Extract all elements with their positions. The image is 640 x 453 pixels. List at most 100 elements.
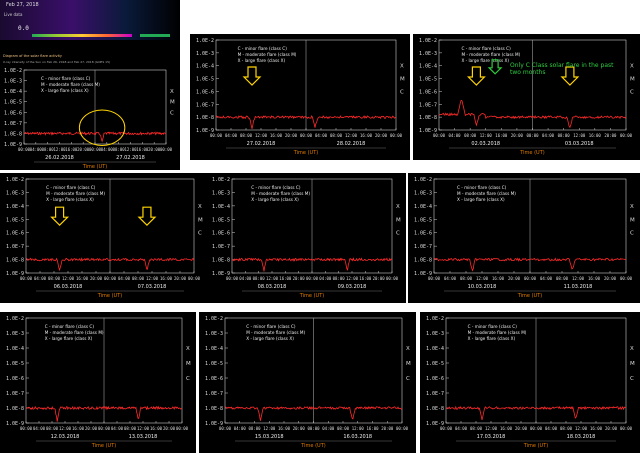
- x-tick-label: 16:00: [495, 133, 508, 138]
- header-date: Feb 27, 2018: [6, 2, 39, 8]
- x-tick-label: 12:00: [255, 133, 268, 138]
- class-letter: M: [396, 217, 401, 223]
- class-letter: X: [630, 204, 634, 210]
- y-tick-label: 1.0E-4: [6, 346, 24, 352]
- x-tick-label: 04:00: [542, 133, 555, 138]
- x-tick-label: 08:00: [470, 426, 483, 431]
- date-label: 10.03.2018: [468, 284, 497, 290]
- x-tick-label: 00:00: [433, 133, 446, 138]
- date-label: 08.03.2018: [258, 284, 287, 290]
- y-tick-label: 1.0E-7: [205, 391, 223, 397]
- x-tick-label: 04:00: [225, 133, 238, 138]
- x-tick-label: 04:00: [111, 426, 124, 431]
- class-letter: M: [170, 100, 175, 106]
- x-tick-label: 04:00: [234, 426, 247, 431]
- x-tick-label: 04:00: [449, 133, 462, 138]
- legend-entry: X - large flare (class X): [251, 197, 299, 202]
- y-tick-label: 1.0E-8: [6, 406, 24, 412]
- legend-entry: C - minor flare (class C): [461, 46, 511, 51]
- x-tick-label: 00:00: [226, 276, 239, 281]
- y-tick-label: 1.0E-3: [4, 79, 22, 85]
- class-letter: X: [170, 89, 174, 95]
- x-tick-label: 08:00: [333, 276, 346, 281]
- xray-trace: [23, 131, 167, 143]
- y-tick-label: 1.0E-8: [205, 406, 223, 412]
- x-tick-label: 00:00: [530, 426, 543, 431]
- x-tick-label: 04:00: [545, 426, 558, 431]
- y-tick-label: 1.0E-6: [196, 89, 214, 95]
- y-tick-label: 1.0E-5: [419, 77, 437, 83]
- x-tick-label: 00:00: [390, 133, 403, 138]
- y-tick-label: 1.0E-4: [419, 64, 437, 70]
- x-tick-label: 12:00: [352, 426, 365, 431]
- x-tick-label: 20:00: [604, 133, 617, 138]
- legend-entry: X - large flare (class X): [238, 58, 286, 63]
- class-letter: M: [400, 77, 405, 83]
- y-tick-label: 1.0E-2: [212, 177, 230, 183]
- x-tick-label: 20:00: [85, 426, 98, 431]
- class-letter: C: [630, 376, 634, 382]
- legend-entry: C - minor flare (class C): [457, 185, 507, 190]
- class-letter: X: [630, 346, 634, 352]
- flare-chart-6: 1.0E-2 1.0E-3 1.0E-4 1.0E-5 1.0E-6 1.0E-7 1.0E…: [6, 316, 191, 449]
- x-tick-label: 08:00: [560, 426, 573, 431]
- header-panel: Feb 27, 2018 Live data 0.0 Diagram of th…: [0, 0, 180, 170]
- legend-entry: M - moderate flare (class M): [238, 52, 297, 57]
- x-tick-label: 20:00: [148, 147, 161, 152]
- class-letter: C: [198, 231, 202, 237]
- x-tick-label: 04:00: [118, 276, 131, 281]
- highlight-circle: [78, 109, 126, 146]
- x-tick-label: 00:00: [18, 147, 31, 152]
- y-tick-label: 1.0E-5: [212, 217, 230, 223]
- y-tick-label: 1.0E-2: [6, 177, 24, 183]
- y-tick-label: 1.0E-7: [6, 391, 24, 397]
- chart-panel-1: 1.0E-2 1.0E-3 1.0E-4 1.0E-5 1.0E-6 1.0E-7 1.0E…: [190, 34, 410, 160]
- x-tick-label: 12:00: [480, 133, 493, 138]
- y-tick-label: 1.0E-9: [6, 421, 24, 427]
- y-tick-label: 1.0E-3: [6, 190, 24, 196]
- x-tick-label: 08:00: [330, 133, 343, 138]
- x-tick-label: 00:00: [307, 426, 320, 431]
- xray-trace: [231, 257, 393, 272]
- x-tick-label: 20:00: [285, 133, 298, 138]
- x-tick-label: 00:00: [98, 426, 111, 431]
- x-tick-label: 12:00: [62, 276, 75, 281]
- legend-entry: M - moderate flare (class M): [246, 330, 305, 335]
- chart-panel-6: 1.0E-2 1.0E-3 1.0E-4 1.0E-5 1.0E-6 1.0E-7 1.0E…: [0, 312, 196, 453]
- y-tick-label: 1.0E-6: [426, 376, 444, 382]
- x-tick-label: 00:00: [20, 276, 33, 281]
- legend-entry: M - moderate flare (class M): [468, 330, 527, 335]
- xray-trace: [25, 405, 183, 422]
- x-tick-label: 12:00: [266, 276, 279, 281]
- legend-entry: X - large flare (class X): [246, 336, 294, 341]
- live-label: Live data: [4, 12, 23, 17]
- xray-scale-bar-2: [140, 34, 170, 37]
- class-letter: C: [170, 110, 174, 116]
- xray-trace: [433, 257, 627, 272]
- x-tick-label: 04:00: [33, 426, 46, 431]
- x-tick-label: 04:00: [455, 426, 468, 431]
- x-tick-label: 00:00: [89, 147, 102, 152]
- x-tick-label: 20:00: [515, 426, 528, 431]
- y-tick-label: 1.0E-7: [196, 102, 214, 108]
- legend-entry: C - minor flare (class C): [45, 324, 95, 329]
- legend-entry: M - moderate flare (class M): [251, 191, 310, 196]
- x-axis-label: Time (UT): [519, 150, 544, 156]
- date-label: 02.03.2018: [471, 141, 500, 147]
- y-tick-label: 1.0E-6: [6, 376, 24, 382]
- x-tick-label: 00:00: [306, 276, 319, 281]
- x-tick-label: 20:00: [293, 426, 306, 431]
- x-tick-label: 04:00: [239, 276, 252, 281]
- xray-value: 0.0: [18, 25, 29, 32]
- y-tick-label: 1.0E-2: [196, 38, 214, 44]
- xray-trace: [445, 405, 627, 420]
- class-letter: C: [186, 376, 190, 382]
- x-axis-label: Time (UT): [523, 443, 548, 449]
- x-axis-label: Time (UT): [97, 293, 122, 299]
- x-tick-label: 16:00: [492, 276, 505, 281]
- x-tick-label: 12:00: [345, 133, 358, 138]
- legend-entry: X - large flare (class X): [457, 197, 505, 202]
- x-tick-label: 04:00: [322, 426, 335, 431]
- chart-panel-7: 1.0E-2 1.0E-3 1.0E-4 1.0E-5 1.0E-6 1.0E-7 1.0E…: [199, 312, 416, 453]
- x-tick-label: 20:00: [293, 276, 306, 281]
